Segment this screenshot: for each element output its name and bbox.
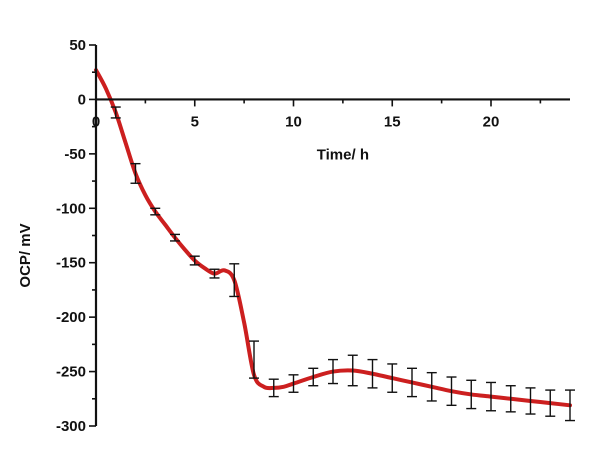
y-tick-label: 50 (69, 37, 86, 54)
ocp-series-line (94, 68, 572, 408)
y-tick-label: -100 (56, 200, 86, 217)
error-bar (328, 358, 338, 385)
error-bar (110, 106, 121, 119)
error-bar (308, 367, 319, 387)
error-bar (367, 358, 378, 389)
error-bar (446, 376, 457, 407)
error-bar (189, 255, 200, 266)
error-bar (387, 363, 398, 393)
error-bar (347, 354, 358, 387)
error-bar (426, 371, 437, 402)
y-tick-label: -200 (56, 309, 86, 326)
error-bar (505, 385, 516, 413)
error-bar (150, 207, 161, 216)
error-bar (229, 263, 240, 298)
error-bar (565, 389, 575, 422)
x-tick-label: 0 (92, 113, 100, 130)
error-bar (466, 379, 477, 410)
y-tick-label: -50 (64, 146, 86, 163)
y-axis-title: OCP/ mV (17, 223, 34, 287)
y-tick-label: -300 (56, 418, 86, 435)
x-tick-label: 5 (191, 113, 199, 130)
x-axis-ticks: 0 5 10 15 20 (92, 99, 542, 130)
error-bar (525, 387, 536, 415)
error-bar (249, 340, 259, 379)
error-bar (545, 389, 556, 417)
x-tick-label: 10 (285, 113, 302, 130)
x-tick-label: 20 (483, 113, 500, 130)
error-bar (407, 367, 417, 398)
axes: 0 5 10 15 20 50 0 -50 -100 -150 -200 -250 -300 (56, 37, 570, 435)
error-bar (209, 268, 220, 279)
error-bar (486, 381, 496, 412)
y-tick-label: 0 (78, 91, 86, 108)
error-bar (288, 374, 299, 393)
y-tick-label: -250 (56, 364, 86, 381)
error-bar (130, 162, 141, 184)
error-bar (170, 233, 180, 242)
error-bar (268, 378, 279, 398)
x-axis-title: Time/ h (317, 146, 369, 163)
x-tick-label: 15 (384, 113, 401, 130)
y-tick-label: -150 (56, 255, 86, 272)
plot-area (94, 68, 575, 422)
y-axis-ticks: 50 0 -50 -100 -150 -200 -250 -300 (56, 37, 96, 435)
